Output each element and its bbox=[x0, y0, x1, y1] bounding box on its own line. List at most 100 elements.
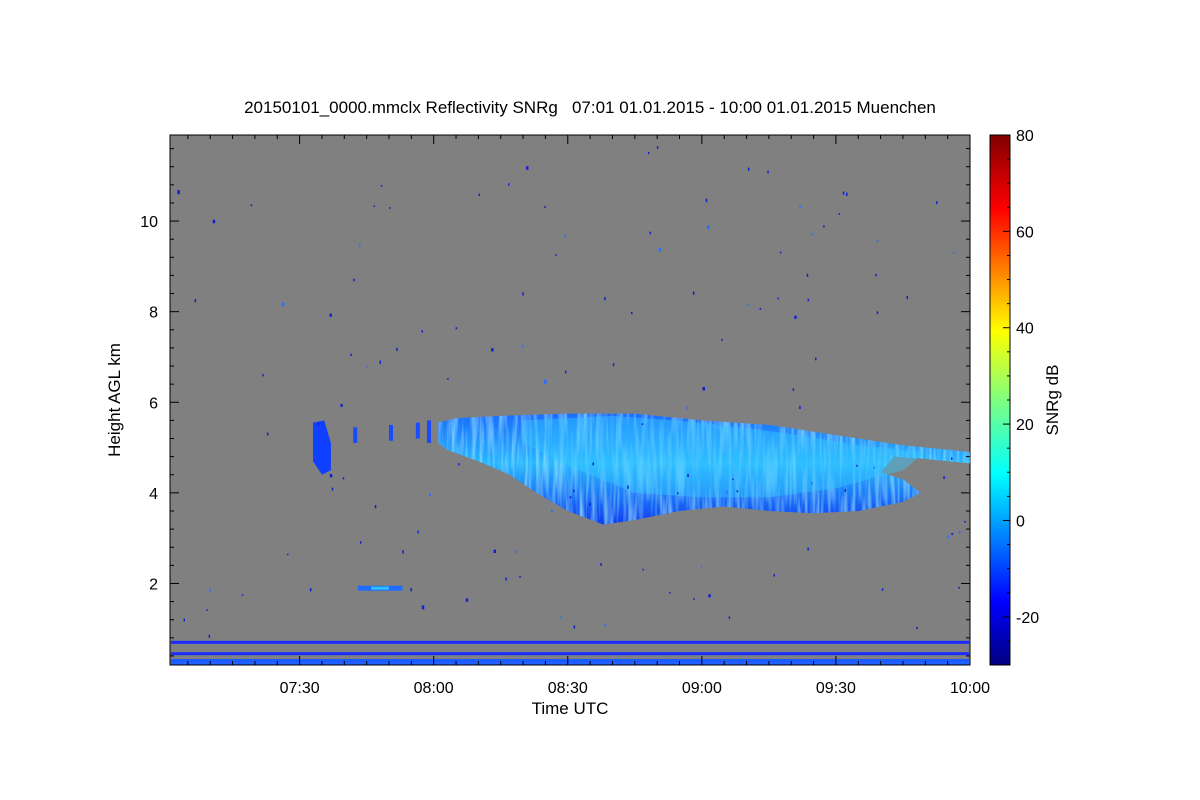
y-tick-label: 2 bbox=[149, 576, 158, 593]
noise-speckle bbox=[455, 327, 458, 330]
colorbar-tick-label: 80 bbox=[1016, 128, 1034, 145]
surface-clutter-band bbox=[171, 652, 969, 656]
noise-speckle bbox=[573, 625, 576, 629]
noise-speckle bbox=[806, 273, 809, 277]
chart-title: 20150101_0000.mmclx Reflectivity SNRg 07… bbox=[244, 98, 936, 117]
noise-speckle bbox=[421, 330, 423, 333]
noise-speckle bbox=[952, 251, 955, 255]
surface-clutter-band bbox=[171, 658, 969, 662]
noise-speckle bbox=[876, 240, 879, 242]
cloud-fragment bbox=[388, 424, 393, 441]
colorbar-label: SNRg dB bbox=[1043, 365, 1062, 436]
noise-speckle bbox=[687, 473, 689, 477]
noise-speckle bbox=[807, 298, 810, 302]
noise-speckle bbox=[767, 170, 769, 174]
noise-speckle bbox=[573, 489, 575, 492]
noise-speckle bbox=[811, 233, 813, 236]
noise-speckle bbox=[838, 213, 841, 215]
noise-speckle bbox=[505, 577, 507, 581]
noise-speckle bbox=[526, 166, 529, 170]
x-axis-label: Time UTC bbox=[532, 699, 609, 718]
noise-speckle bbox=[875, 274, 877, 277]
noise-speckle bbox=[522, 345, 524, 348]
noise-speckle bbox=[873, 466, 876, 469]
noise-speckle bbox=[779, 251, 782, 254]
noise-speckle bbox=[943, 476, 945, 480]
noise-speckle bbox=[478, 193, 481, 197]
noise-speckle bbox=[748, 167, 750, 171]
noise-speckle bbox=[359, 243, 361, 247]
noise-speckle bbox=[936, 201, 938, 205]
cloud-fragment bbox=[353, 427, 358, 444]
noise-speckle bbox=[958, 586, 960, 589]
noise-speckle bbox=[374, 505, 377, 509]
noise-speckle bbox=[773, 574, 775, 577]
noise-speckle bbox=[777, 297, 779, 300]
noise-speckle bbox=[641, 423, 644, 425]
noise-speckle bbox=[876, 311, 879, 315]
noise-speckle bbox=[721, 338, 723, 341]
noise-speckle bbox=[522, 292, 524, 296]
y-axis-label: Height AGL km bbox=[105, 343, 124, 457]
noise-speckle bbox=[807, 547, 809, 551]
colorbar-tick-label: 0 bbox=[1016, 513, 1025, 530]
noise-speckle bbox=[799, 205, 801, 208]
colorbar-ticks: -20 0 20 40 60 80 bbox=[1003, 128, 1039, 642]
noise-speckle bbox=[700, 565, 703, 568]
noise-speckle bbox=[564, 234, 566, 237]
noise-speckle bbox=[647, 151, 650, 155]
noise-speckle bbox=[811, 481, 813, 485]
colorbar-tick-label: 20 bbox=[1016, 417, 1034, 434]
noise-speckle bbox=[241, 594, 244, 596]
noise-speckle bbox=[686, 406, 688, 410]
colorbar-tick-label: -20 bbox=[1016, 610, 1039, 627]
noise-speckle bbox=[604, 623, 606, 627]
noise-speckle bbox=[317, 422, 320, 426]
noise-speckle bbox=[746, 303, 749, 307]
noise-speckle bbox=[823, 225, 825, 228]
noise-speckle bbox=[964, 520, 966, 523]
noise-speckle bbox=[759, 307, 762, 310]
noise-speckle bbox=[508, 183, 510, 186]
noise-speckle bbox=[421, 605, 425, 610]
noise-speckle bbox=[677, 492, 679, 495]
noise-speckle bbox=[794, 315, 797, 319]
noise-speckle bbox=[551, 509, 553, 513]
noise-speckle bbox=[792, 388, 795, 391]
y-tick-label: 6 bbox=[149, 395, 158, 412]
noise-speckle bbox=[287, 553, 289, 556]
noise-speckle bbox=[402, 550, 404, 554]
surface-clutter-band bbox=[171, 640, 969, 644]
surface-clutter-band bbox=[171, 661, 969, 665]
noise-speckle bbox=[569, 496, 572, 499]
noise-speckle bbox=[649, 231, 652, 235]
noise-speckle bbox=[692, 291, 695, 295]
noise-speckle bbox=[951, 457, 953, 460]
noise-speckle bbox=[329, 313, 332, 317]
noise-speckle bbox=[262, 374, 264, 377]
noise-speckle bbox=[366, 365, 369, 368]
noise-speckle bbox=[519, 575, 521, 578]
colorbar-tick-label: 40 bbox=[1016, 321, 1034, 338]
noise-speckle bbox=[815, 357, 817, 361]
noise-speckle bbox=[373, 205, 375, 208]
noise-speckle bbox=[309, 588, 312, 592]
noise-speckle bbox=[342, 477, 345, 480]
noise-speckle bbox=[208, 634, 211, 638]
noise-speckle bbox=[266, 432, 269, 436]
noise-speckle bbox=[669, 591, 671, 594]
noise-speckle bbox=[560, 616, 562, 619]
noise-speckle bbox=[555, 254, 557, 256]
noise-speckle bbox=[592, 462, 594, 466]
noise-speckle bbox=[493, 549, 497, 554]
noise-speckle bbox=[844, 489, 846, 492]
noise-speckles bbox=[177, 146, 966, 638]
early-cloud-fragment bbox=[313, 420, 331, 475]
noise-speckle bbox=[881, 588, 884, 591]
noise-speckle bbox=[379, 360, 381, 364]
x-tick-label: 09:00 bbox=[682, 680, 722, 697]
y-tick-label: 4 bbox=[149, 486, 158, 503]
noise-speckle bbox=[693, 598, 695, 600]
cloud-core bbox=[523, 415, 926, 498]
